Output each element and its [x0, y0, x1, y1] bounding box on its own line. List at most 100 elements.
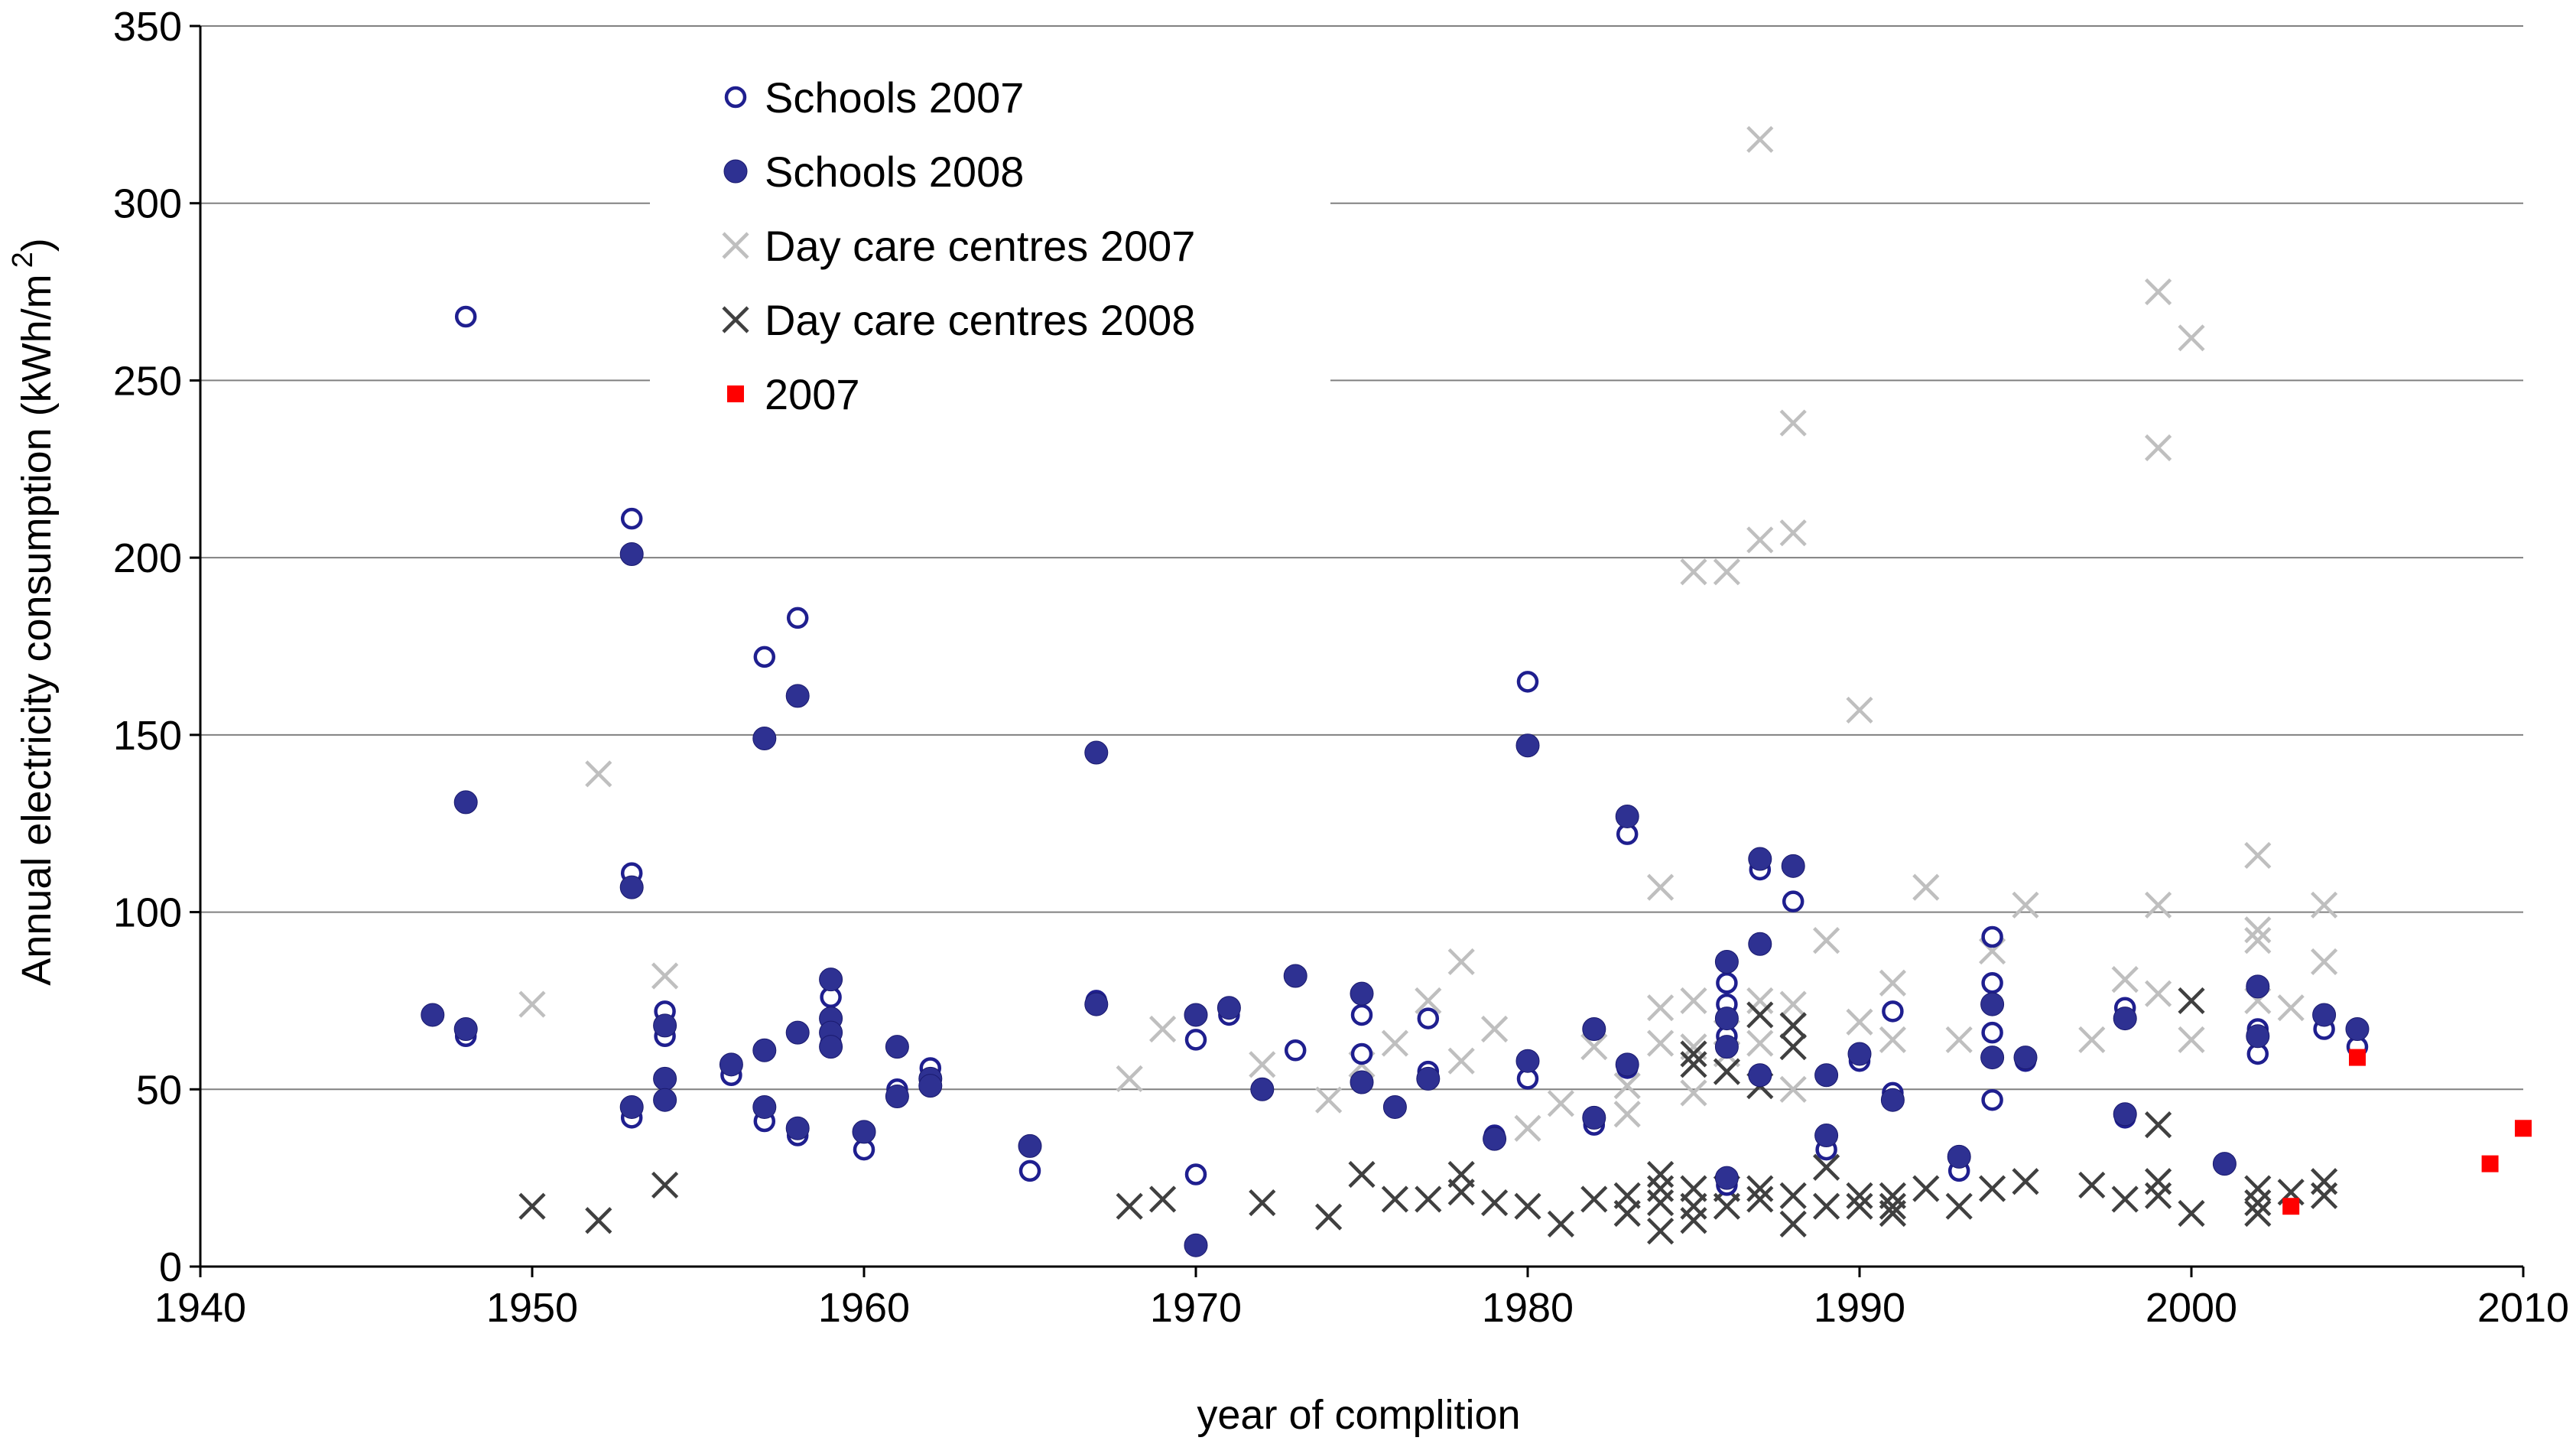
data-point [1481, 1015, 1509, 1043]
grid-lines [200, 25, 2523, 1091]
data-point [1846, 1008, 1873, 1036]
legend-label: 2007 [765, 370, 860, 418]
data-point [1547, 1090, 1574, 1117]
data-point [653, 1013, 677, 1038]
data-point [1813, 927, 1840, 955]
data-point [619, 875, 644, 899]
data-point [1647, 994, 1675, 1022]
legend-entry: Schools 2007 [724, 73, 1024, 122]
data-point [1680, 1079, 1707, 1107]
y-axis-title-superscript: 2 [7, 252, 39, 268]
data-point [1714, 1007, 1739, 1031]
data-point [1249, 1189, 1276, 1217]
data-point [1415, 987, 1442, 1015]
data-point [785, 684, 810, 708]
data-point [885, 1035, 909, 1059]
data-point [1481, 1189, 1509, 1217]
data-point [1981, 972, 2003, 994]
data-point [620, 507, 643, 530]
data-point [1779, 409, 1807, 437]
data-point [1580, 1185, 1608, 1213]
data-point [2311, 1182, 2338, 1209]
data-point [453, 1017, 478, 1042]
data-point [1779, 1210, 1807, 1237]
y-tick-label-50: 50 [136, 1067, 182, 1113]
data-point [752, 1094, 777, 1119]
data-point [651, 962, 679, 990]
data-point [1249, 1051, 1276, 1078]
data-point [785, 1020, 810, 1045]
data-point [518, 990, 546, 1018]
data-point [852, 1120, 876, 1144]
data-point [2111, 1185, 2139, 1213]
data-point [1981, 1021, 2003, 1044]
legend-entry: Day care centres 2008 [722, 296, 1195, 344]
data-point [819, 968, 843, 992]
series-2007 [2282, 1049, 2532, 1215]
data-point [1879, 1199, 1906, 1228]
data-point [1647, 1029, 1675, 1057]
series-day-care-centres-2008 [518, 987, 2338, 1245]
legend: Schools 2007 Schools 2008 Day care centres… [650, 61, 1330, 421]
data-point [1515, 1049, 1540, 1073]
data-point [2244, 927, 2272, 955]
y-tick-label-0: 0 [159, 1244, 182, 1290]
data-point [1746, 1175, 1774, 1202]
data-point [752, 1038, 777, 1062]
x-tick-labels: 1940 1950 1960 1970 1980 1990 2000 2010 [154, 1285, 2569, 1331]
data-point [454, 305, 477, 328]
data-point [1779, 519, 1807, 547]
data-point [1615, 804, 1639, 828]
data-point [1781, 854, 1805, 878]
data-point [1184, 1003, 1208, 1027]
data-point [1149, 1015, 1177, 1043]
data-point [719, 1052, 743, 1077]
data-point [752, 726, 777, 750]
data-point [1879, 969, 1906, 997]
data-point [1417, 1007, 1440, 1029]
data-point [1350, 981, 1374, 1006]
data-point [1748, 932, 1772, 956]
data-point [1647, 1189, 1675, 1217]
data-point [1149, 1185, 1177, 1213]
data-point [2311, 948, 2338, 976]
data-point [2212, 1152, 2237, 1176]
data-point [2178, 987, 2205, 1015]
data-point [2515, 1120, 2532, 1137]
data-point [1981, 925, 2003, 948]
data-point [2145, 891, 2172, 919]
data-point [2178, 1026, 2205, 1054]
data-point [1283, 964, 1307, 988]
x-tick-label-1970: 1970 [1150, 1285, 1242, 1331]
data-point [1716, 972, 1738, 994]
data-point [1879, 1026, 1906, 1054]
data-point [2145, 980, 2172, 1007]
data-point [2178, 324, 2205, 352]
data-point [1813, 1192, 1840, 1220]
data-point [1350, 1070, 1374, 1094]
data-point [1746, 1029, 1774, 1057]
x-tick-label-1940: 1940 [154, 1285, 246, 1331]
x-tick-label-2010: 2010 [2477, 1285, 2569, 1331]
data-point [2013, 1046, 2038, 1070]
data-point [2345, 1017, 2370, 1042]
data-point [2312, 1003, 2337, 1027]
data-point [1515, 733, 1540, 758]
data-point [585, 1207, 612, 1234]
data-point [518, 1192, 546, 1220]
legend-entry: Day care centres 2007 [722, 222, 1195, 270]
y-tick-label-150: 150 [113, 713, 182, 759]
data-point [2078, 1026, 2106, 1054]
data-point [1381, 1029, 1408, 1057]
data-point [1547, 1210, 1574, 1237]
data-point [1447, 948, 1475, 976]
data-point [1447, 1047, 1475, 1075]
data-point [1779, 1182, 1807, 1209]
data-point [1779, 1012, 1807, 1039]
legend-entry: Schools 2008 [723, 148, 1024, 196]
data-point [1947, 1144, 1971, 1169]
data-point [1516, 671, 1539, 693]
data-point [2311, 891, 2338, 919]
y-tick-label-250: 250 [113, 358, 182, 404]
data-point [1647, 873, 1675, 901]
